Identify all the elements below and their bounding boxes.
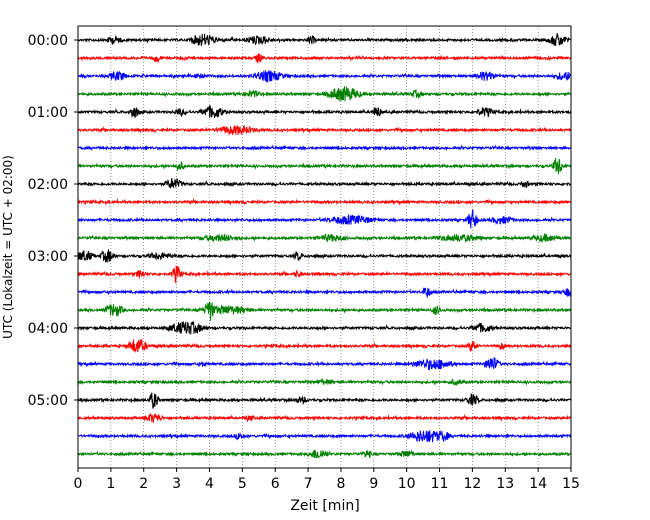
seismogram-trace (77, 86, 572, 102)
x-tick-label: 14 (529, 476, 547, 492)
x-tick-label: 12 (463, 476, 481, 492)
x-tick-label: 1 (106, 476, 115, 492)
x-tick-label: 5 (238, 476, 247, 492)
x-axis-label: Zeit [min] (290, 498, 359, 514)
x-axis-ticks: 0 1 2 3 4 5 6 7 8 9 10 11 12 13 14 15 (74, 468, 580, 492)
seismogram-trace (77, 357, 572, 370)
x-tick-label: 7 (304, 476, 313, 492)
seismogram-trace (77, 377, 572, 386)
y-tick-label: 05:00 (28, 393, 68, 409)
seismogram-trace (77, 265, 572, 284)
plot-frame (77, 25, 572, 469)
seismogram-trace (77, 233, 572, 244)
x-tick-label: 8 (336, 476, 345, 492)
seismogram-trace (77, 105, 572, 118)
seismogram-trace (77, 392, 572, 409)
x-tick-label: 6 (271, 476, 280, 492)
seismogram-trace (77, 33, 572, 46)
seismogram-trace (77, 177, 572, 189)
seismogram-trace (77, 412, 572, 423)
seismogram-trace (77, 301, 572, 321)
x-tick-label: 4 (205, 476, 214, 492)
seismogram-trace (77, 144, 572, 152)
x-tick-label: 10 (398, 476, 416, 492)
seismogram-trace (77, 449, 572, 459)
y-tick-label: 03:00 (28, 249, 68, 265)
seismogram-trace (77, 287, 572, 299)
plot-background (78, 26, 571, 468)
y-axis-label: UTC (Lokalzeit = UTC + 02:00) (1, 155, 15, 339)
seismogram-trace (77, 249, 572, 263)
x-tick-label: 2 (139, 476, 148, 492)
seismogram-trace (77, 53, 572, 64)
seismogram-trace (77, 209, 572, 229)
seismogram-traces (77, 33, 572, 459)
seismogram-trace (77, 429, 572, 443)
seismogram-trace (77, 69, 572, 83)
y-tick-label: 04:00 (28, 321, 68, 337)
y-tick-label: 01:00 (28, 105, 68, 121)
x-tick-label: 11 (431, 476, 449, 492)
seismogram-trace (77, 320, 572, 335)
seismogram-trace (77, 197, 572, 206)
x-tick-label: 0 (74, 476, 83, 492)
y-tick-label: 02:00 (28, 177, 68, 193)
x-tick-label: 9 (369, 476, 378, 492)
x-tick-label: 3 (172, 476, 181, 492)
y-tick-label: 00:00 (28, 33, 68, 49)
seismogram-trace (77, 158, 572, 175)
x-tick-label: 15 (562, 476, 580, 492)
seismogram-trace (77, 125, 572, 136)
x-tick-label: 13 (496, 476, 514, 492)
y-axis-ticks: 00:00 01:00 02:00 03:00 04:00 05:00 (28, 33, 78, 409)
seismogram-trace (77, 338, 572, 354)
